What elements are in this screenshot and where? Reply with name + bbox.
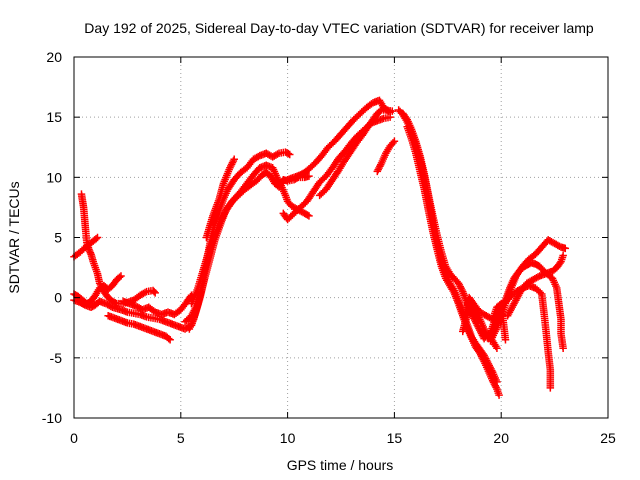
axis-ticks: 0 5 10 15 20 25 -10 -5 0 5 10 15 20 bbox=[42, 49, 616, 446]
data-point bbox=[305, 212, 313, 220]
x-tick-label: 20 bbox=[493, 430, 509, 446]
x-tick-label: 5 bbox=[177, 430, 185, 446]
data-point bbox=[388, 107, 397, 115]
y-tick-label: 15 bbox=[46, 109, 62, 125]
data-point bbox=[390, 137, 399, 145]
x-axis-label: GPS time / hours bbox=[287, 457, 394, 473]
data-point bbox=[117, 272, 125, 280]
data-point bbox=[495, 391, 503, 399]
grid bbox=[74, 57, 608, 418]
x-tick-label: 25 bbox=[600, 430, 616, 446]
y-tick-label: -10 bbox=[42, 410, 62, 426]
data-point bbox=[305, 172, 313, 180]
y-tick-label: 0 bbox=[54, 290, 62, 306]
y-tick-label: 5 bbox=[54, 230, 62, 246]
data-point bbox=[561, 244, 570, 253]
data-point bbox=[493, 344, 501, 352]
data-point bbox=[151, 289, 159, 297]
y-axis-label: SDTVAR / TECUs bbox=[6, 181, 22, 293]
data-point bbox=[559, 251, 567, 260]
y-tick-label: 10 bbox=[46, 169, 62, 185]
data-points bbox=[70, 96, 570, 399]
data-point bbox=[285, 150, 294, 159]
y-tick-label: 20 bbox=[46, 49, 62, 65]
y-tick-label: -5 bbox=[50, 350, 63, 366]
data-point bbox=[93, 233, 102, 242]
data-point bbox=[501, 336, 510, 344]
data-point bbox=[559, 344, 567, 352]
data-point bbox=[150, 287, 158, 296]
chart-title: Day 192 of 2025, Sidereal Day-to-day VTE… bbox=[84, 20, 594, 36]
data-point bbox=[230, 155, 238, 164]
x-tick-label: 0 bbox=[70, 430, 78, 446]
data-point bbox=[166, 336, 174, 344]
x-tick-label: 10 bbox=[280, 430, 296, 446]
x-tick-label: 15 bbox=[387, 430, 403, 446]
data-point bbox=[546, 384, 555, 392]
